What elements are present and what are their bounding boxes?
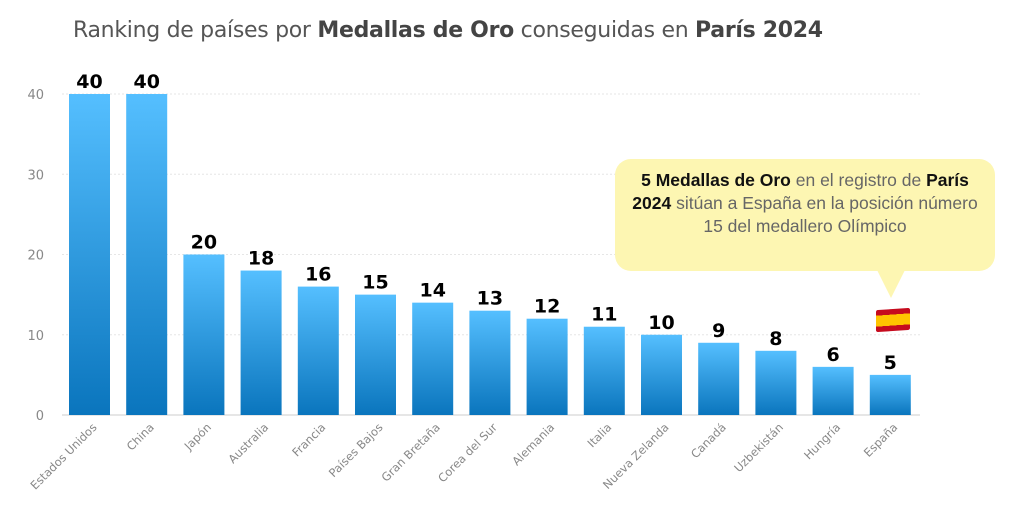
y-tick-label: 40	[27, 88, 44, 103]
title-text: Ranking de países por	[73, 18, 318, 43]
title-bold: Medallas de Oro	[317, 18, 514, 43]
data-label: 5	[884, 352, 897, 374]
bar	[355, 294, 396, 415]
bar	[698, 342, 740, 415]
data-label: 8	[769, 328, 782, 350]
chart-title: Ranking de países por Medallas de Oro co…	[73, 18, 823, 43]
data-label: 40	[133, 71, 159, 93]
data-label: 11	[591, 304, 617, 326]
annotation-bold: 5 Medallas de Oro	[641, 170, 791, 190]
data-label: 9	[712, 320, 725, 342]
data-label: 6	[826, 344, 839, 366]
y-tick-label: 10	[27, 329, 44, 344]
bar	[412, 302, 454, 415]
title-bold: París 2024	[695, 18, 823, 43]
annotation-text: en el registro de	[790, 170, 927, 190]
bar	[69, 94, 110, 415]
annotation-text: sitúan a España en la posición número 15…	[671, 193, 978, 236]
data-label: 20	[191, 232, 217, 254]
x-tick-label: Italia	[584, 420, 614, 450]
x-tick-label: Uzbekistán	[731, 420, 786, 475]
annotation-callout: 5 Medallas de Oro en el registro de Parí…	[615, 159, 995, 271]
x-tick-label: China	[124, 420, 157, 453]
bar	[812, 366, 854, 415]
bar	[469, 310, 511, 415]
data-label: 14	[419, 280, 445, 302]
x-tick-label: Gran Bretaña	[378, 420, 442, 484]
bar	[869, 374, 911, 415]
data-label: 10	[648, 312, 674, 334]
x-tick-label: Estados Unidos	[27, 420, 99, 492]
bar	[755, 350, 797, 415]
x-tick-label: Países Bajos	[326, 420, 386, 480]
spain-flag-icon	[876, 307, 910, 333]
y-tick-label: 30	[27, 168, 44, 183]
x-tick-label: Francia	[289, 420, 328, 459]
data-label: 40	[76, 71, 102, 93]
annotation-bold: París 2024	[632, 170, 969, 213]
data-label: 16	[305, 264, 331, 286]
data-label: 15	[362, 272, 388, 294]
x-tick-label: Canadá	[688, 420, 729, 461]
bar	[526, 318, 568, 415]
x-tick-label: España	[861, 420, 901, 460]
y-tick-label: 20	[27, 249, 44, 264]
bar	[183, 254, 225, 415]
data-label: 12	[534, 296, 560, 318]
data-label: 18	[248, 248, 274, 270]
x-tick-label: Corea del Sur	[435, 420, 500, 485]
x-tick-label: Japón	[181, 420, 214, 453]
bar	[641, 334, 682, 415]
bar	[126, 94, 168, 415]
x-tick-label: Hungría	[801, 420, 843, 462]
data-label: 13	[477, 288, 503, 310]
x-tick-label: Alemania	[509, 420, 557, 468]
bar	[240, 270, 282, 415]
x-tick-label: Australia	[225, 420, 271, 466]
y-tick-label: 0	[36, 409, 44, 424]
callout-pointer	[877, 270, 905, 298]
bar	[583, 326, 625, 415]
title-text: conseguidas en	[513, 18, 696, 43]
bar	[297, 286, 339, 415]
